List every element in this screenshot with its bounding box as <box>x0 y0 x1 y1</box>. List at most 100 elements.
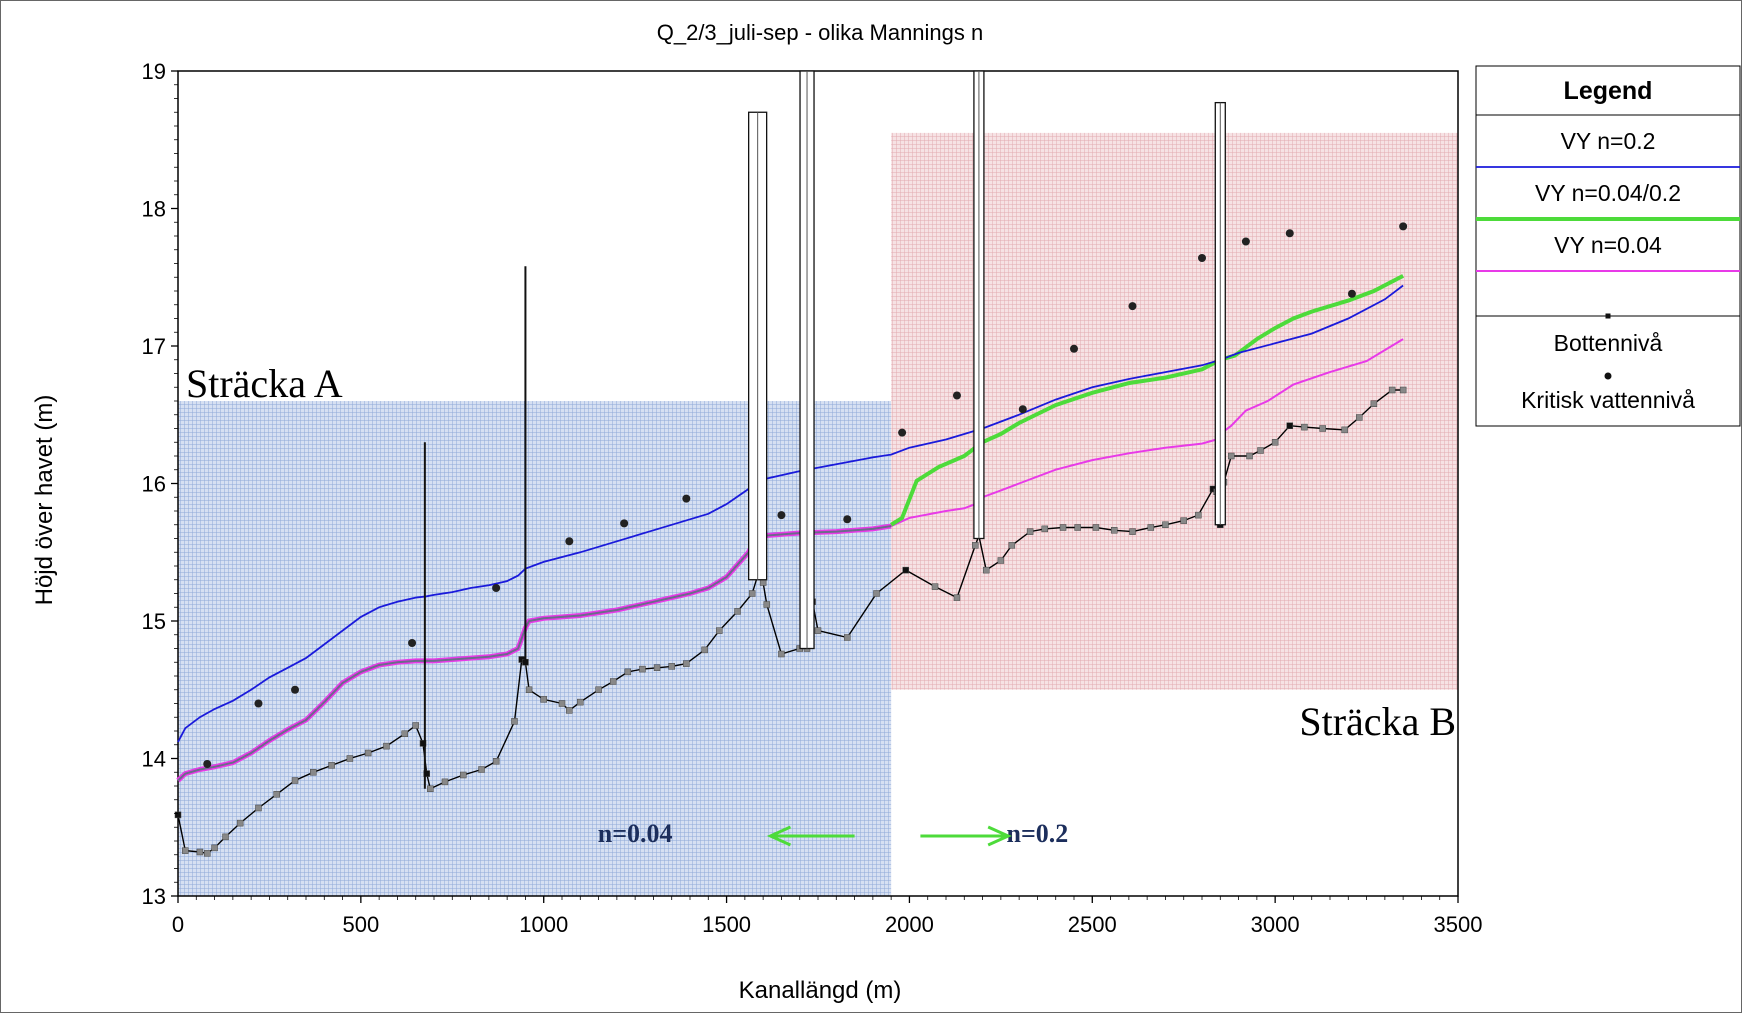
bottom-point <box>211 844 218 852</box>
bottom-point <box>1271 439 1279 446</box>
x-axis-title: Kanallängd (m) <box>739 977 902 1004</box>
critical-point <box>1198 254 1206 262</box>
bottom-point <box>204 850 211 857</box>
critical-point <box>565 537 574 546</box>
x-tick-label: 500 <box>342 912 379 937</box>
bottom-point <box>1319 425 1326 432</box>
critical-point <box>1018 405 1027 414</box>
bottom-point <box>522 659 529 666</box>
bottom-point <box>873 590 880 597</box>
chart-title: Q_2/3_juli-sep - olika Mannings n <box>657 20 984 45</box>
bottom-point <box>701 646 708 654</box>
legend-title: Legend <box>1564 77 1653 105</box>
bottom-point <box>716 627 723 634</box>
bottom-point <box>1147 524 1155 531</box>
bottom-point <box>1008 542 1016 549</box>
critical-point <box>492 584 501 592</box>
structures <box>423 70 1226 789</box>
bottom-point <box>759 579 767 586</box>
x-tick-label: 3000 <box>1251 912 1300 937</box>
bottom-point <box>624 668 632 676</box>
region-a <box>178 401 892 896</box>
arrow-1-head <box>987 825 1012 847</box>
legend-box <box>1475 65 1741 427</box>
region-b-label: Sträcka B <box>1299 699 1456 744</box>
bottom-point <box>653 664 661 671</box>
bottom-point <box>972 542 979 549</box>
critical-point <box>1070 344 1078 353</box>
bottom-point <box>1399 386 1407 394</box>
bottom-point <box>1341 426 1348 434</box>
legend: Legend VY n=0.2 VY n=0.04/0.2 VY n=0.04 Bott… <box>1475 65 1741 427</box>
bottom-point <box>668 663 675 670</box>
bottom-point <box>196 848 204 856</box>
bottom-point <box>1257 447 1264 454</box>
bottom-point <box>182 847 189 854</box>
bottom-point <box>540 696 547 703</box>
bottom-point <box>478 766 485 773</box>
y-tick-label: 16 <box>142 472 166 497</box>
critical-point <box>1241 237 1250 246</box>
bottom-point <box>683 660 690 667</box>
bottom-point <box>1388 386 1396 394</box>
bottom-point <box>748 590 756 597</box>
bottom-point <box>1041 525 1048 533</box>
y-tick-label: 19 <box>142 59 166 84</box>
bottom-point <box>511 718 518 725</box>
bottom-point <box>346 755 354 762</box>
n-label-1: n=0.2 <box>1007 819 1069 848</box>
y-tick-label: 14 <box>142 747 166 772</box>
legend-label: Bottennivå <box>1554 330 1663 356</box>
series-vy-n004-02-line <box>890 274 1405 527</box>
critical-point <box>408 639 417 647</box>
bottom-point <box>566 707 573 714</box>
bottom-point <box>460 771 467 779</box>
x-tick-label: 2000 <box>885 912 934 937</box>
x-tick-label: 3500 <box>1434 912 1483 937</box>
critical-point <box>777 511 786 520</box>
legend-label: Kritisk vattennivå <box>1521 387 1695 413</box>
axes: 0 500 1000 1500 2000 2500 3000 3500 13 14 15 16 17 18… <box>142 59 1483 937</box>
bottom-point <box>255 804 262 812</box>
bottom-point <box>595 686 602 693</box>
critical-point <box>1128 302 1137 311</box>
legend-label: VY n=0.04/0.2 <box>1535 180 1681 206</box>
bottom-point <box>174 811 182 819</box>
bottom-point <box>931 583 939 590</box>
legend-marker <box>1605 313 1611 319</box>
bottom-point <box>222 833 229 841</box>
bottom-point <box>609 678 617 685</box>
bottom-point <box>441 778 449 786</box>
bottom-point <box>1301 423 1308 431</box>
bottom-point <box>577 698 584 706</box>
bottom-point <box>1059 524 1067 531</box>
bottom-point <box>401 730 408 737</box>
bottom-point <box>423 770 430 777</box>
bottom-point <box>814 627 822 634</box>
regions <box>178 132 1458 896</box>
y-tick-label: 17 <box>142 334 166 359</box>
bottom-point <box>427 785 434 792</box>
bottom-point <box>492 758 500 765</box>
bottom-point <box>1162 521 1169 528</box>
x-tick-label: 2500 <box>1068 912 1117 937</box>
critical-point <box>952 391 961 400</box>
critical-point <box>1399 222 1408 231</box>
bottom-point <box>1195 511 1202 519</box>
bottom-point <box>419 740 427 747</box>
bottom-point <box>525 686 533 693</box>
bottom-point <box>639 665 646 673</box>
bottom-point <box>1074 524 1081 531</box>
y-tick-label: 18 <box>142 197 166 222</box>
bottom-point <box>734 608 741 615</box>
critical-point <box>898 428 907 437</box>
bottom-point <box>236 819 244 827</box>
y-axis-title: Höjd över havet (m) <box>31 395 58 606</box>
critical-point <box>682 494 691 503</box>
critical-point <box>843 515 852 524</box>
bottom-point <box>558 700 566 707</box>
bottom-point <box>291 777 299 784</box>
critical-point <box>291 685 300 694</box>
x-tick-label: 1000 <box>519 912 568 937</box>
